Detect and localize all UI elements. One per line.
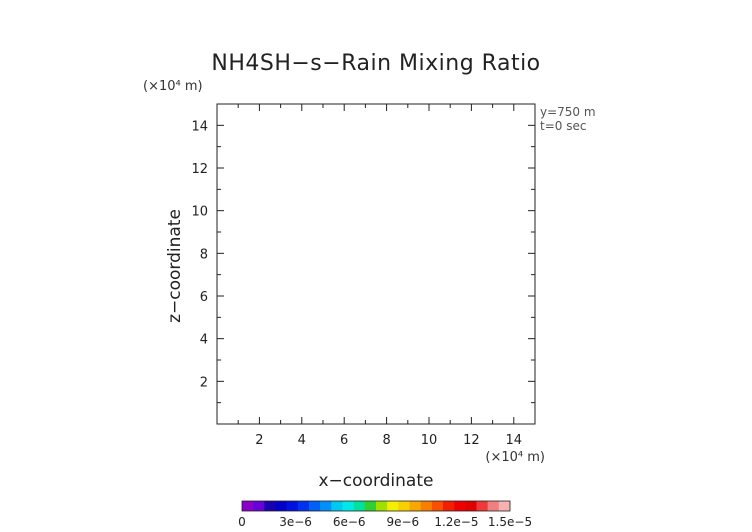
colorbar-swatch bbox=[264, 501, 276, 511]
colorbar-swatch bbox=[487, 501, 500, 511]
colorbar-tick-label: 0 bbox=[238, 515, 246, 529]
colorbar-tick-label: 3e−6 bbox=[279, 515, 312, 529]
colorbar-swatch bbox=[242, 501, 254, 511]
y-tick-label: 2 bbox=[200, 375, 208, 390]
annotation-text: y=750 m bbox=[540, 105, 596, 119]
colorbar-swatch bbox=[342, 501, 354, 511]
colorbar-swatch bbox=[320, 501, 332, 511]
x-tick-label: 10 bbox=[421, 433, 438, 448]
colorbar-swatch bbox=[420, 501, 433, 511]
colorbar-swatch bbox=[331, 501, 343, 511]
annotations: y=750 mt=0 sec bbox=[540, 105, 596, 133]
colorbar-swatch bbox=[498, 501, 511, 511]
colorbar-swatch bbox=[387, 501, 399, 511]
y-tick-label: 4 bbox=[200, 333, 208, 348]
y-axis-ticks: 2 4 6 8 10 12 14 bbox=[191, 119, 535, 404]
colorbar-swatch bbox=[297, 501, 310, 511]
x-unit-label: (×10⁴ m) bbox=[485, 450, 545, 465]
colorbar-swatch bbox=[431, 501, 444, 511]
colorbar-tick-label: 6e−6 bbox=[333, 515, 366, 529]
colorbar-swatch bbox=[465, 501, 477, 511]
x-axis-label: x−coordinate bbox=[319, 471, 434, 491]
plot-area bbox=[216, 103, 536, 425]
colorbar-swatch bbox=[476, 501, 488, 511]
x-tick-label: 4 bbox=[298, 433, 306, 448]
colorbar-swatch bbox=[353, 501, 366, 511]
colorbar-swatch bbox=[309, 501, 321, 511]
colorbar-tick-label: 9e−6 bbox=[386, 515, 419, 529]
x-tick-label: 14 bbox=[506, 433, 523, 448]
colorbar-swatch bbox=[275, 501, 287, 511]
colorbar-swatch bbox=[443, 501, 455, 511]
x-axis-ticks: 2 4 6 8 10 12 14 bbox=[237, 104, 523, 448]
colorbar bbox=[241, 500, 511, 512]
colorbar-swatch bbox=[364, 501, 377, 511]
y-tick-label: 14 bbox=[191, 119, 208, 134]
colorbar-swatch bbox=[398, 501, 410, 511]
y-tick-label: 6 bbox=[200, 290, 208, 305]
chart-title: NH4SH−s−Rain Mixing Ratio bbox=[211, 51, 540, 76]
x-tick-label: 12 bbox=[463, 433, 480, 448]
colorbar-tick-label: 1.2e−5 bbox=[434, 515, 478, 529]
x-tick-label: 8 bbox=[382, 433, 390, 448]
y-tick-label: 12 bbox=[191, 162, 208, 177]
y-axis-label: z−coordinate bbox=[165, 209, 185, 323]
colorbar-swatch bbox=[253, 501, 265, 511]
colorbar-frame bbox=[241, 500, 511, 512]
annotation-text: t=0 sec bbox=[540, 119, 586, 133]
colorbar-swatch bbox=[454, 501, 466, 511]
x-tick-label: 6 bbox=[340, 433, 348, 448]
colorbar-swatch bbox=[376, 501, 388, 511]
colorbar-labels: 0 3e−6 6e−6 9e−6 1.2e−5 1.5e−5 bbox=[238, 515, 532, 529]
colorbar-swatch bbox=[409, 501, 421, 511]
y-tick-label: 8 bbox=[200, 247, 208, 262]
x-tick-label: 2 bbox=[255, 433, 263, 448]
y-unit-label: (×10⁴ m) bbox=[143, 79, 203, 94]
colorbar-tick-label: 1.5e−5 bbox=[488, 515, 532, 529]
colorbar-swatch bbox=[286, 501, 299, 511]
y-tick-label: 10 bbox=[191, 205, 208, 220]
